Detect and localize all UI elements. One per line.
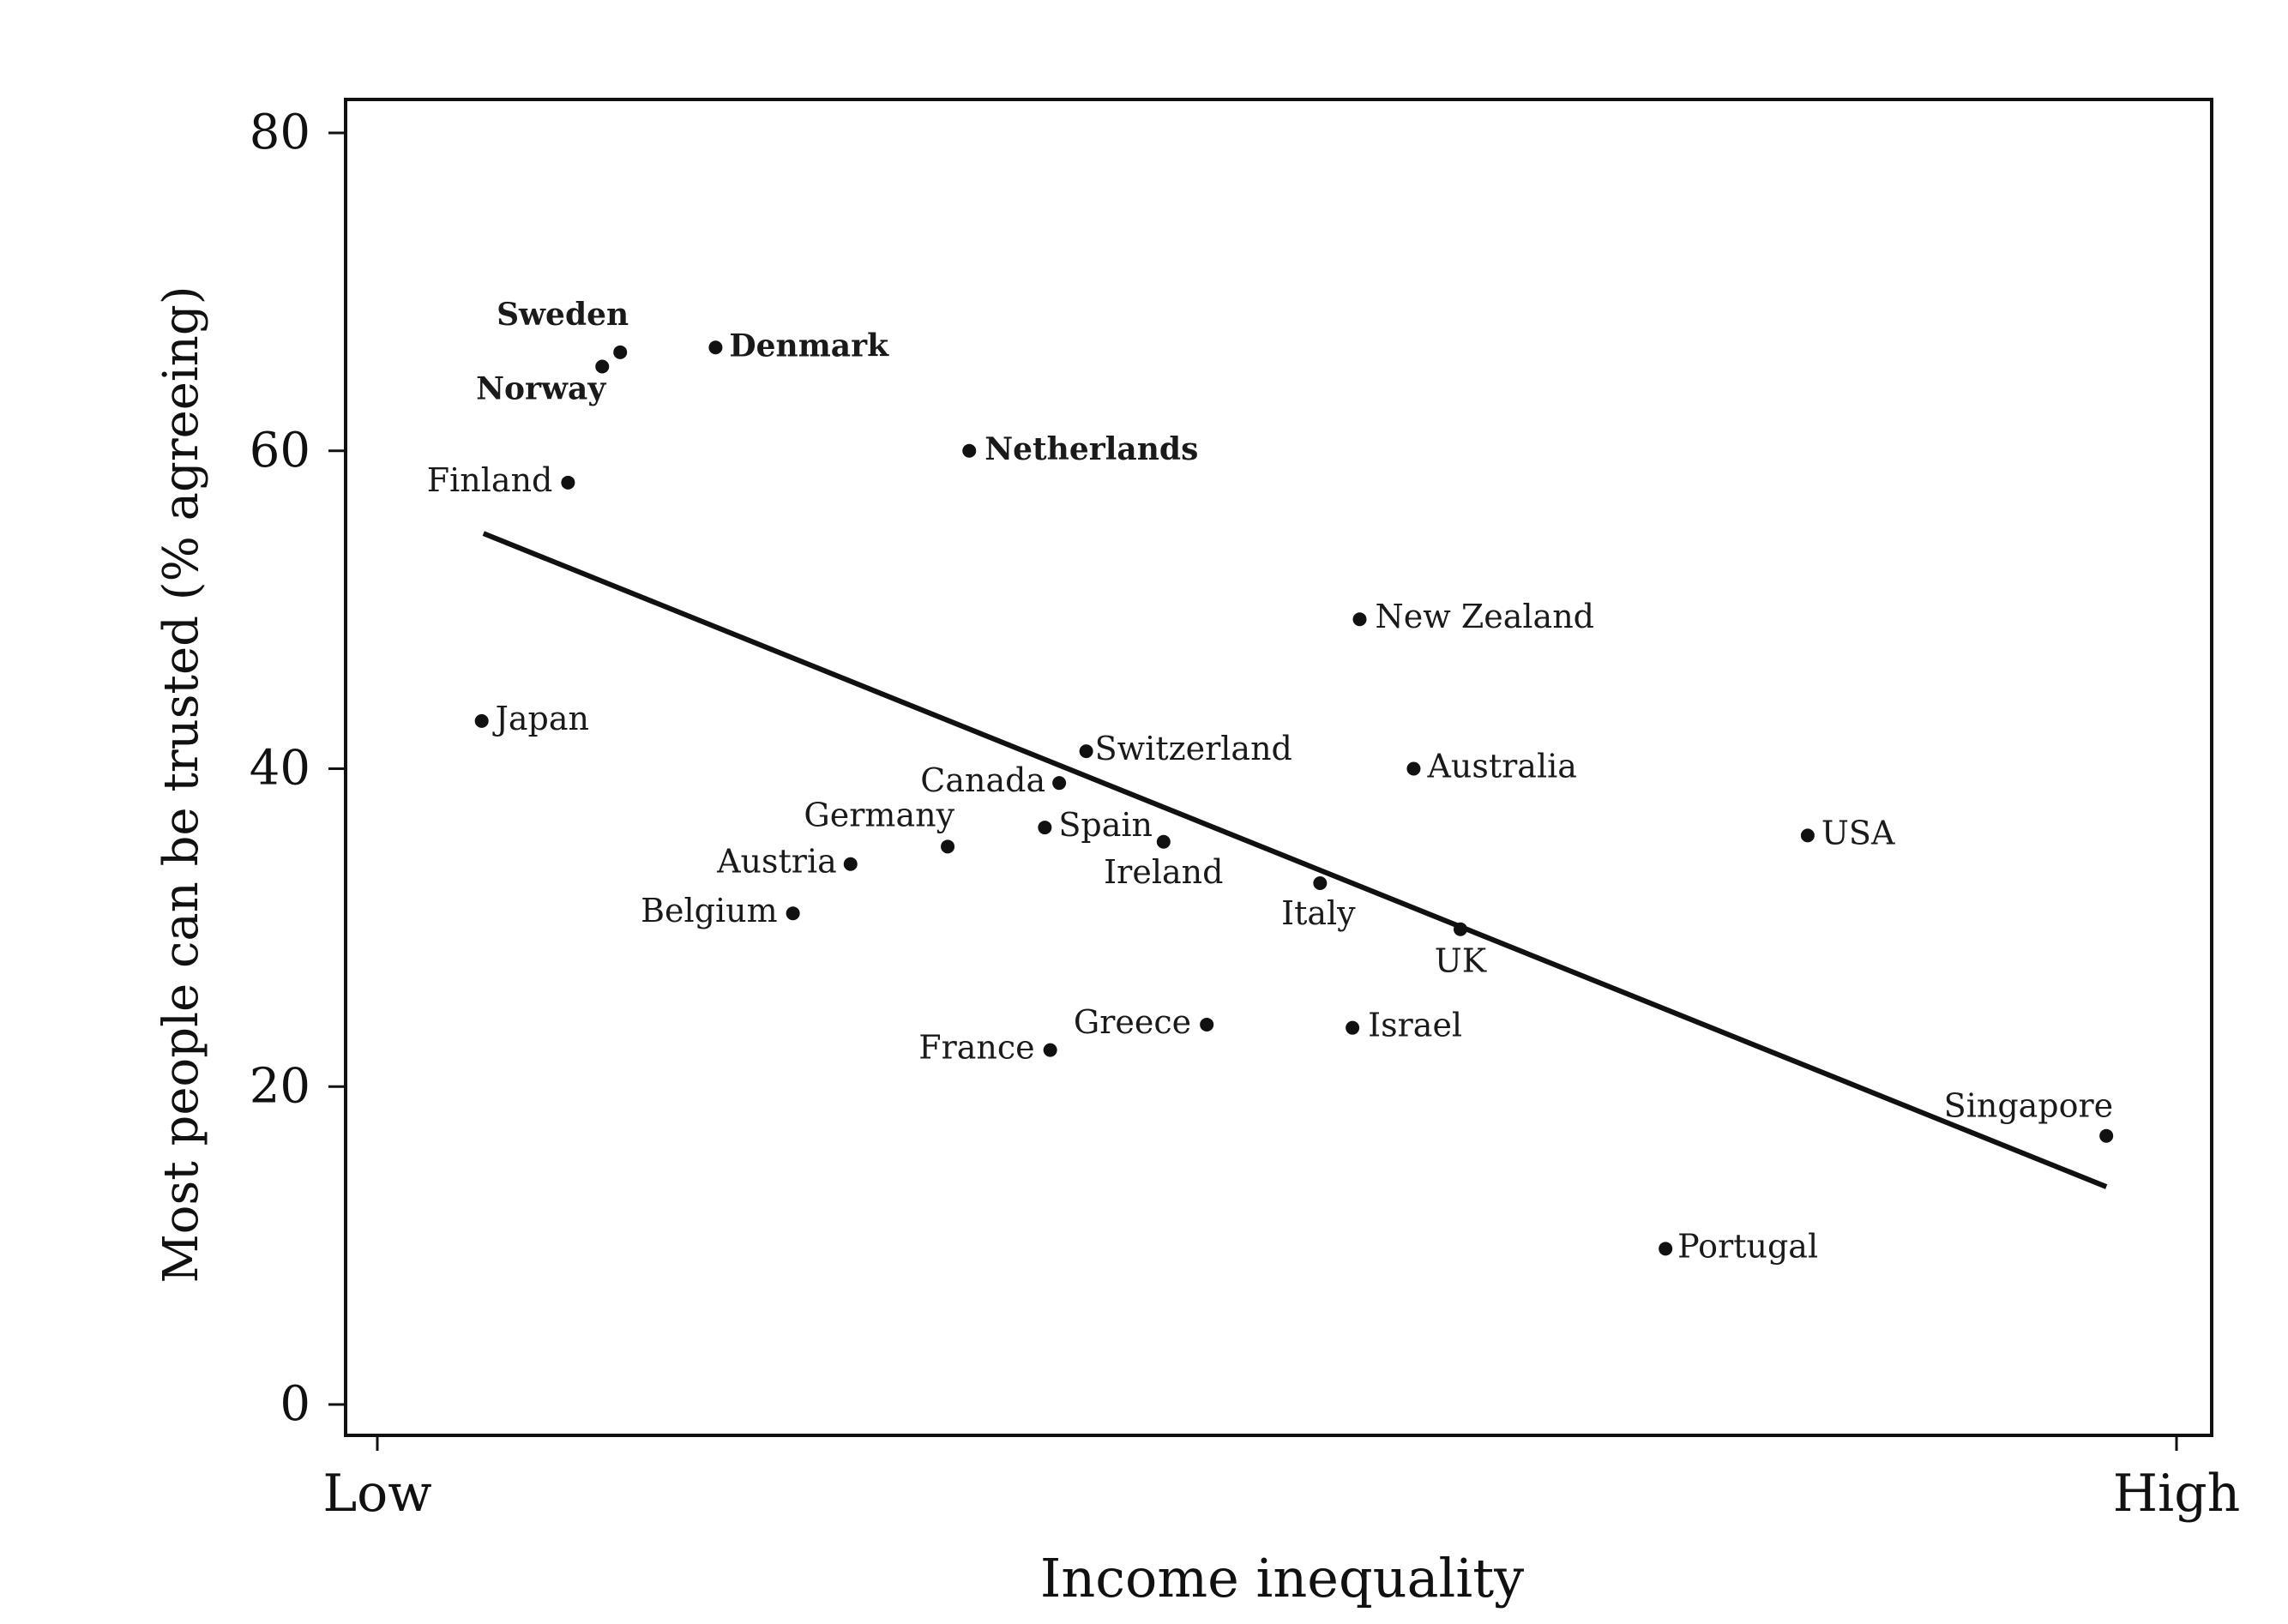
data-point-singapore [2099, 1128, 2114, 1143]
y-tick-label: 80 [250, 105, 310, 160]
point-label-ireland: Ireland [1104, 853, 1223, 891]
data-point-denmark [708, 340, 723, 355]
data-point-spain [1038, 821, 1052, 835]
data-point-australia [1406, 761, 1421, 776]
x-tick-label: High [2113, 1464, 2241, 1524]
point-label-australia: Australia [1426, 748, 1576, 785]
x-axis: Low High [322, 1435, 2240, 1524]
data-point-belgium [786, 906, 800, 921]
point-label-italy: Italy [1281, 894, 1356, 932]
data-point-germany [941, 839, 955, 854]
trend-line [482, 531, 2108, 1189]
point-label-greece: Greece [1074, 1003, 1191, 1041]
data-point-ireland [1156, 834, 1171, 849]
data-point-austria [843, 857, 858, 871]
data-point-greece [1200, 1017, 1214, 1032]
point-label-uk: UK [1435, 942, 1487, 980]
data-point-japan [474, 713, 489, 728]
point-label-finland: Finland [427, 461, 553, 499]
data-point-netherlands [962, 443, 977, 458]
y-tick-label: 60 [250, 423, 310, 478]
point-label-canada: Canada [920, 761, 1045, 799]
y-axis-title: Most people can be trusted (% agreeing) [154, 286, 209, 1283]
data-point-portugal [1659, 1242, 1673, 1256]
data-point-norway [595, 359, 610, 374]
points-layer: Sweden Norway Denmark Netherlands Finland New… [427, 297, 2114, 1265]
point-label-spain: Spain [1058, 806, 1153, 844]
data-point-new-zealand [1352, 612, 1367, 627]
point-label-usa: USA [1821, 814, 1895, 851]
data-point-uk [1453, 922, 1467, 936]
y-tick-label: 0 [280, 1376, 310, 1432]
data-point-finland [561, 475, 575, 490]
point-label-switzerland: Switzerland [1095, 730, 1292, 767]
point-label-denmark: Denmark [729, 328, 889, 364]
data-point-canada [1052, 776, 1067, 791]
data-point-switzerland [1079, 744, 1093, 759]
data-point-israel [1346, 1020, 1360, 1035]
point-label-germany: Germany [804, 796, 954, 833]
y-axis: 0 20 40 60 80 [250, 105, 346, 1432]
data-point-france [1043, 1043, 1057, 1057]
x-tick-label: Low [322, 1464, 431, 1524]
point-label-belgium: Belgium [641, 892, 778, 929]
point-label-austria: Austria [716, 843, 837, 881]
point-label-netherlands: Netherlands [984, 431, 1198, 467]
point-label-norway: Norway [476, 371, 606, 407]
data-point-sweden [613, 345, 628, 359]
x-axis-title: Income inequality [1040, 1547, 1524, 1609]
data-point-usa [1800, 828, 1815, 843]
point-label-portugal: Portugal [1677, 1227, 1818, 1265]
data-point-italy [1313, 875, 1328, 890]
point-label-france: France [918, 1029, 1034, 1067]
point-label-israel: Israel [1368, 1007, 1462, 1044]
trend-line-layer [482, 531, 2108, 1189]
point-label-new-zealand: New Zealand [1376, 598, 1595, 635]
point-label-japan: Japan [492, 700, 589, 737]
point-label-sweden: Sweden [497, 297, 629, 333]
y-tick-label: 20 [250, 1058, 310, 1114]
point-label-singapore: Singapore [1944, 1087, 2114, 1125]
y-tick-label: 40 [250, 741, 310, 797]
